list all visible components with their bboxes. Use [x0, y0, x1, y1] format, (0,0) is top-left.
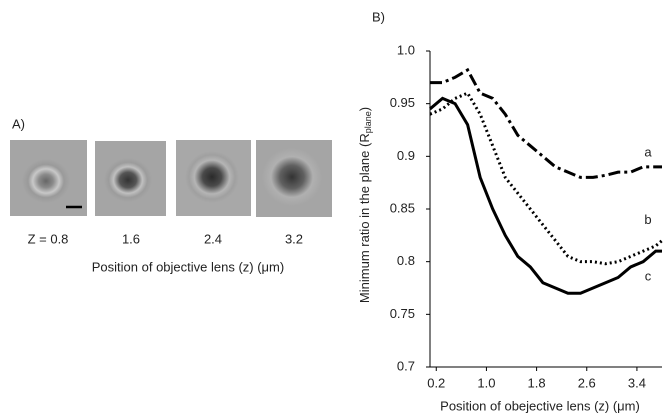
panel-b-label: B): [372, 9, 385, 24]
caption: 2.4: [204, 231, 222, 246]
bead: [185, 151, 239, 203]
series-line: [430, 67, 662, 179]
micrographs: [10, 140, 332, 217]
y-tick-label: 0.9: [397, 148, 415, 163]
series-label: b: [644, 212, 651, 227]
x-tick-label: 0.2: [427, 375, 445, 390]
caption: 1.6: [122, 231, 140, 246]
series-line: [429, 91, 663, 266]
bead: [104, 158, 152, 202]
y-tick-label: 0.8: [397, 253, 415, 268]
y-tick-label: 0.95: [390, 95, 415, 110]
y-tick-label: 0.7: [397, 358, 415, 373]
y-axis-label-subscript: plane: [363, 111, 373, 133]
x-tick-label: 1.0: [477, 375, 495, 390]
y-axis-label-suffix: ): [357, 107, 372, 111]
series-line: [429, 96, 662, 295]
panel-a-label: A): [12, 116, 25, 131]
y-tick-label: 1.0: [397, 42, 415, 57]
caption: Z = 0.8: [28, 231, 69, 246]
x-axis-label: Position of objective lens (z) (μm): [92, 259, 284, 274]
y-axis-label-text: Minimum ratio in the plane (R: [357, 133, 372, 303]
y-tick-label: 0.85: [390, 200, 415, 215]
y-axis-label: Minimum ratio in the plane (Rplane): [357, 107, 373, 303]
bead: [262, 148, 322, 206]
x-tick-label: 1.8: [528, 375, 546, 390]
series-label: a: [644, 144, 652, 159]
y-tick-label: 0.75: [390, 306, 415, 321]
bead: [22, 159, 70, 203]
x-axis-label: Position of obejective lens (z) (μm): [440, 398, 640, 413]
caption: 3.2: [285, 231, 303, 246]
series-label: c: [645, 269, 652, 284]
x-tick-label: 2.6: [578, 375, 596, 390]
x-tick-label: 3.4: [628, 375, 646, 390]
